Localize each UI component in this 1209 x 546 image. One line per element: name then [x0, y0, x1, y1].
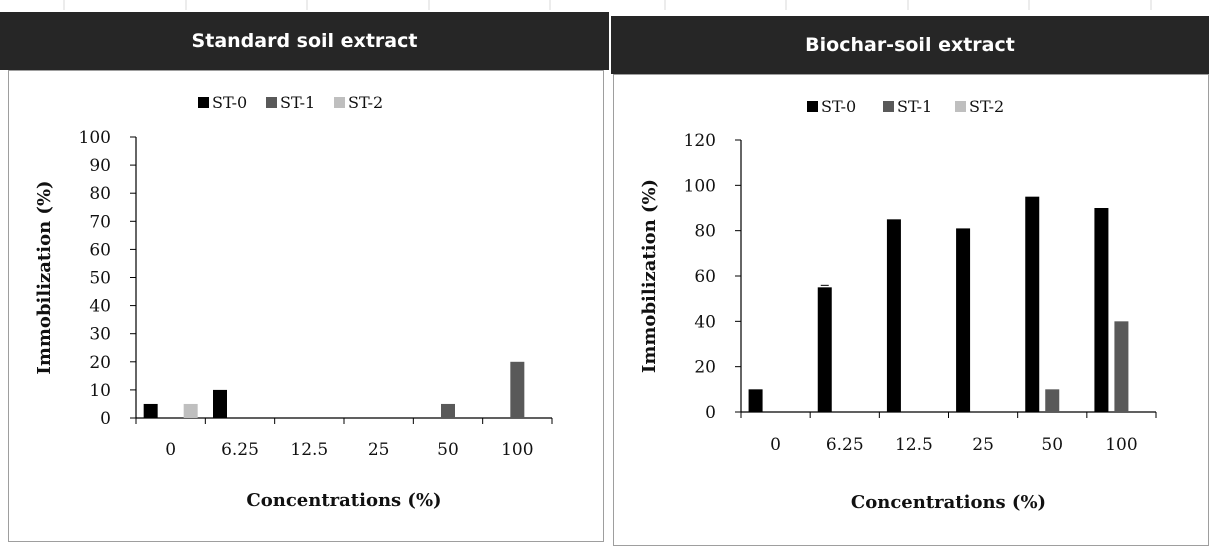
legend-label: ST-1	[280, 93, 315, 112]
x-axis-title: Concentrations (%)	[851, 492, 1046, 513]
bar	[183, 403, 198, 418]
x-tick-label: 0	[770, 435, 781, 455]
x-tick-label: 6.25	[826, 435, 864, 455]
bar	[1114, 321, 1129, 412]
y-tick-label: 70	[89, 212, 111, 232]
legend-label: ST-0	[821, 97, 856, 116]
y-axis-title: Immobilization (%)	[34, 180, 55, 374]
chart-panel-standard: Standard soil extract ST-0 ST-1 ST-2 0 10 20 3…	[0, 0, 609, 542]
y-tick-label: 40	[89, 297, 111, 317]
x-axis-title: Concentrations (%)	[246, 490, 441, 511]
x-tick-label: 12.5	[290, 440, 328, 460]
y-tick-label: 10	[89, 381, 111, 401]
x-tick-label: 100	[501, 440, 533, 460]
bar	[441, 403, 455, 418]
legend-swatch	[198, 97, 209, 108]
legend-swatch	[266, 97, 277, 108]
x-tick-label: 6.25	[221, 440, 259, 460]
legend-label: ST-2	[348, 93, 383, 112]
chart-title: Standard soil extract	[0, 12, 609, 70]
y-tick-label: 20	[89, 353, 111, 373]
bar	[510, 361, 525, 418]
y-tick-label: 120	[684, 131, 716, 151]
bar	[143, 403, 158, 418]
bar	[817, 287, 832, 412]
y-tick-label: 0	[705, 403, 716, 423]
x-tick-label: 25	[368, 440, 390, 460]
legend-label: ST-0	[212, 93, 247, 112]
chart-panel-biochar: Biochar-soil extract ST-0 ST-1 ST-2 0 20 40 60…	[611, 0, 1209, 546]
y-tick-label: 40	[694, 312, 716, 332]
legend-swatch	[334, 97, 345, 108]
y-tick-label: 80	[694, 222, 716, 242]
y-tick-label: 20	[694, 358, 716, 378]
y-axis-title: Immobilization (%)	[639, 179, 660, 373]
y-tick-label: 60	[694, 267, 716, 287]
legend-label: ST-1	[897, 97, 932, 116]
chart-svg-standard: ST-0 ST-1 ST-2 0 10 20 30 40 50 60 70 80 90 100 0 6.25 1…	[34, 0, 553, 511]
bar	[1025, 196, 1040, 412]
bar	[213, 389, 227, 418]
bar	[1094, 208, 1109, 412]
x-tick-label: 100	[1105, 435, 1137, 455]
y-tick-label: 100	[684, 176, 716, 196]
chart-title: Biochar-soil extract	[611, 16, 1209, 74]
x-tick-label: 25	[972, 435, 994, 455]
y-tick-label: 60	[89, 240, 111, 260]
y-tick-label: 90	[89, 156, 111, 176]
x-tick-label: 50	[437, 440, 459, 460]
bar	[1045, 389, 1060, 412]
bar	[956, 228, 971, 412]
legend-label: ST-2	[969, 97, 1004, 116]
y-tick-label: 50	[89, 269, 111, 289]
x-tick-label: 12.5	[895, 435, 933, 455]
x-tick-label: 50	[1041, 435, 1063, 455]
bar	[886, 219, 901, 412]
y-tick-label: 0	[100, 409, 111, 429]
legend-swatch	[807, 101, 818, 112]
y-tick-label: 80	[89, 184, 111, 204]
y-tick-label: 100	[79, 128, 111, 148]
bar	[748, 389, 763, 412]
chart-svg-biochar: ST-0 ST-1 ST-2 0 20 40 60 80 100 120 0 6.25 12.5 25 50…	[639, 0, 1157, 513]
legend-swatch	[955, 101, 966, 112]
y-tick-label: 30	[89, 325, 111, 345]
x-tick-label: 0	[165, 440, 176, 460]
legend-swatch	[883, 101, 894, 112]
